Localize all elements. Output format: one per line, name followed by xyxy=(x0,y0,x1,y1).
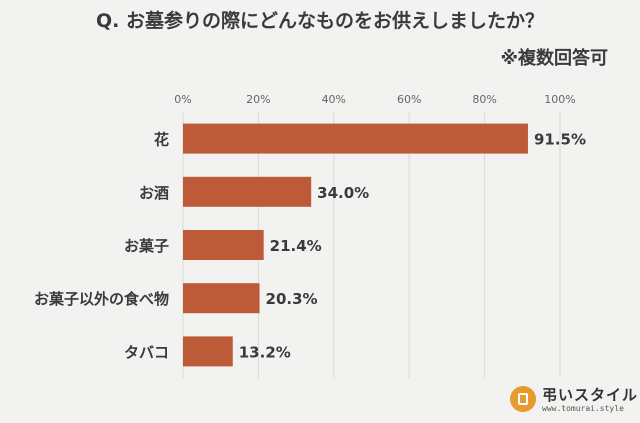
logo-url: www.tomurai.style xyxy=(542,404,624,413)
chart-subtitle: ※複数回答可 xyxy=(500,48,609,69)
bar xyxy=(183,283,260,314)
category-label: タバコ xyxy=(124,343,169,361)
logo-icon xyxy=(510,386,536,412)
chart-title: Q. お墓参りの際にどんなものをお供えしましたか？ xyxy=(96,10,544,32)
value-label: 20.3% xyxy=(266,290,318,308)
value-label: 91.5% xyxy=(534,131,586,149)
x-tick-label: 20% xyxy=(246,93,270,106)
category-label: 花 xyxy=(154,131,169,149)
x-tick-label: 60% xyxy=(397,93,421,106)
x-tick-label: 40% xyxy=(322,93,346,106)
category-label: お菓子 xyxy=(124,237,169,255)
x-tick-label: 100% xyxy=(544,93,575,106)
bar xyxy=(183,123,528,154)
bar xyxy=(183,230,264,260)
category-label: お菓子以外の食べ物 xyxy=(34,290,169,308)
x-tick-label: 0% xyxy=(174,93,191,106)
logo-name: 弔いスタイル xyxy=(542,386,639,404)
category-label: お酒 xyxy=(139,184,169,202)
value-label: 34.0% xyxy=(317,184,369,202)
bar xyxy=(183,176,312,207)
x-tick-label: 80% xyxy=(472,93,496,106)
value-label: 13.2% xyxy=(239,343,291,361)
bar xyxy=(183,336,233,367)
value-label: 21.4% xyxy=(270,237,322,255)
brand-logo: 弔いスタイル www.tomurai.style xyxy=(510,382,637,418)
